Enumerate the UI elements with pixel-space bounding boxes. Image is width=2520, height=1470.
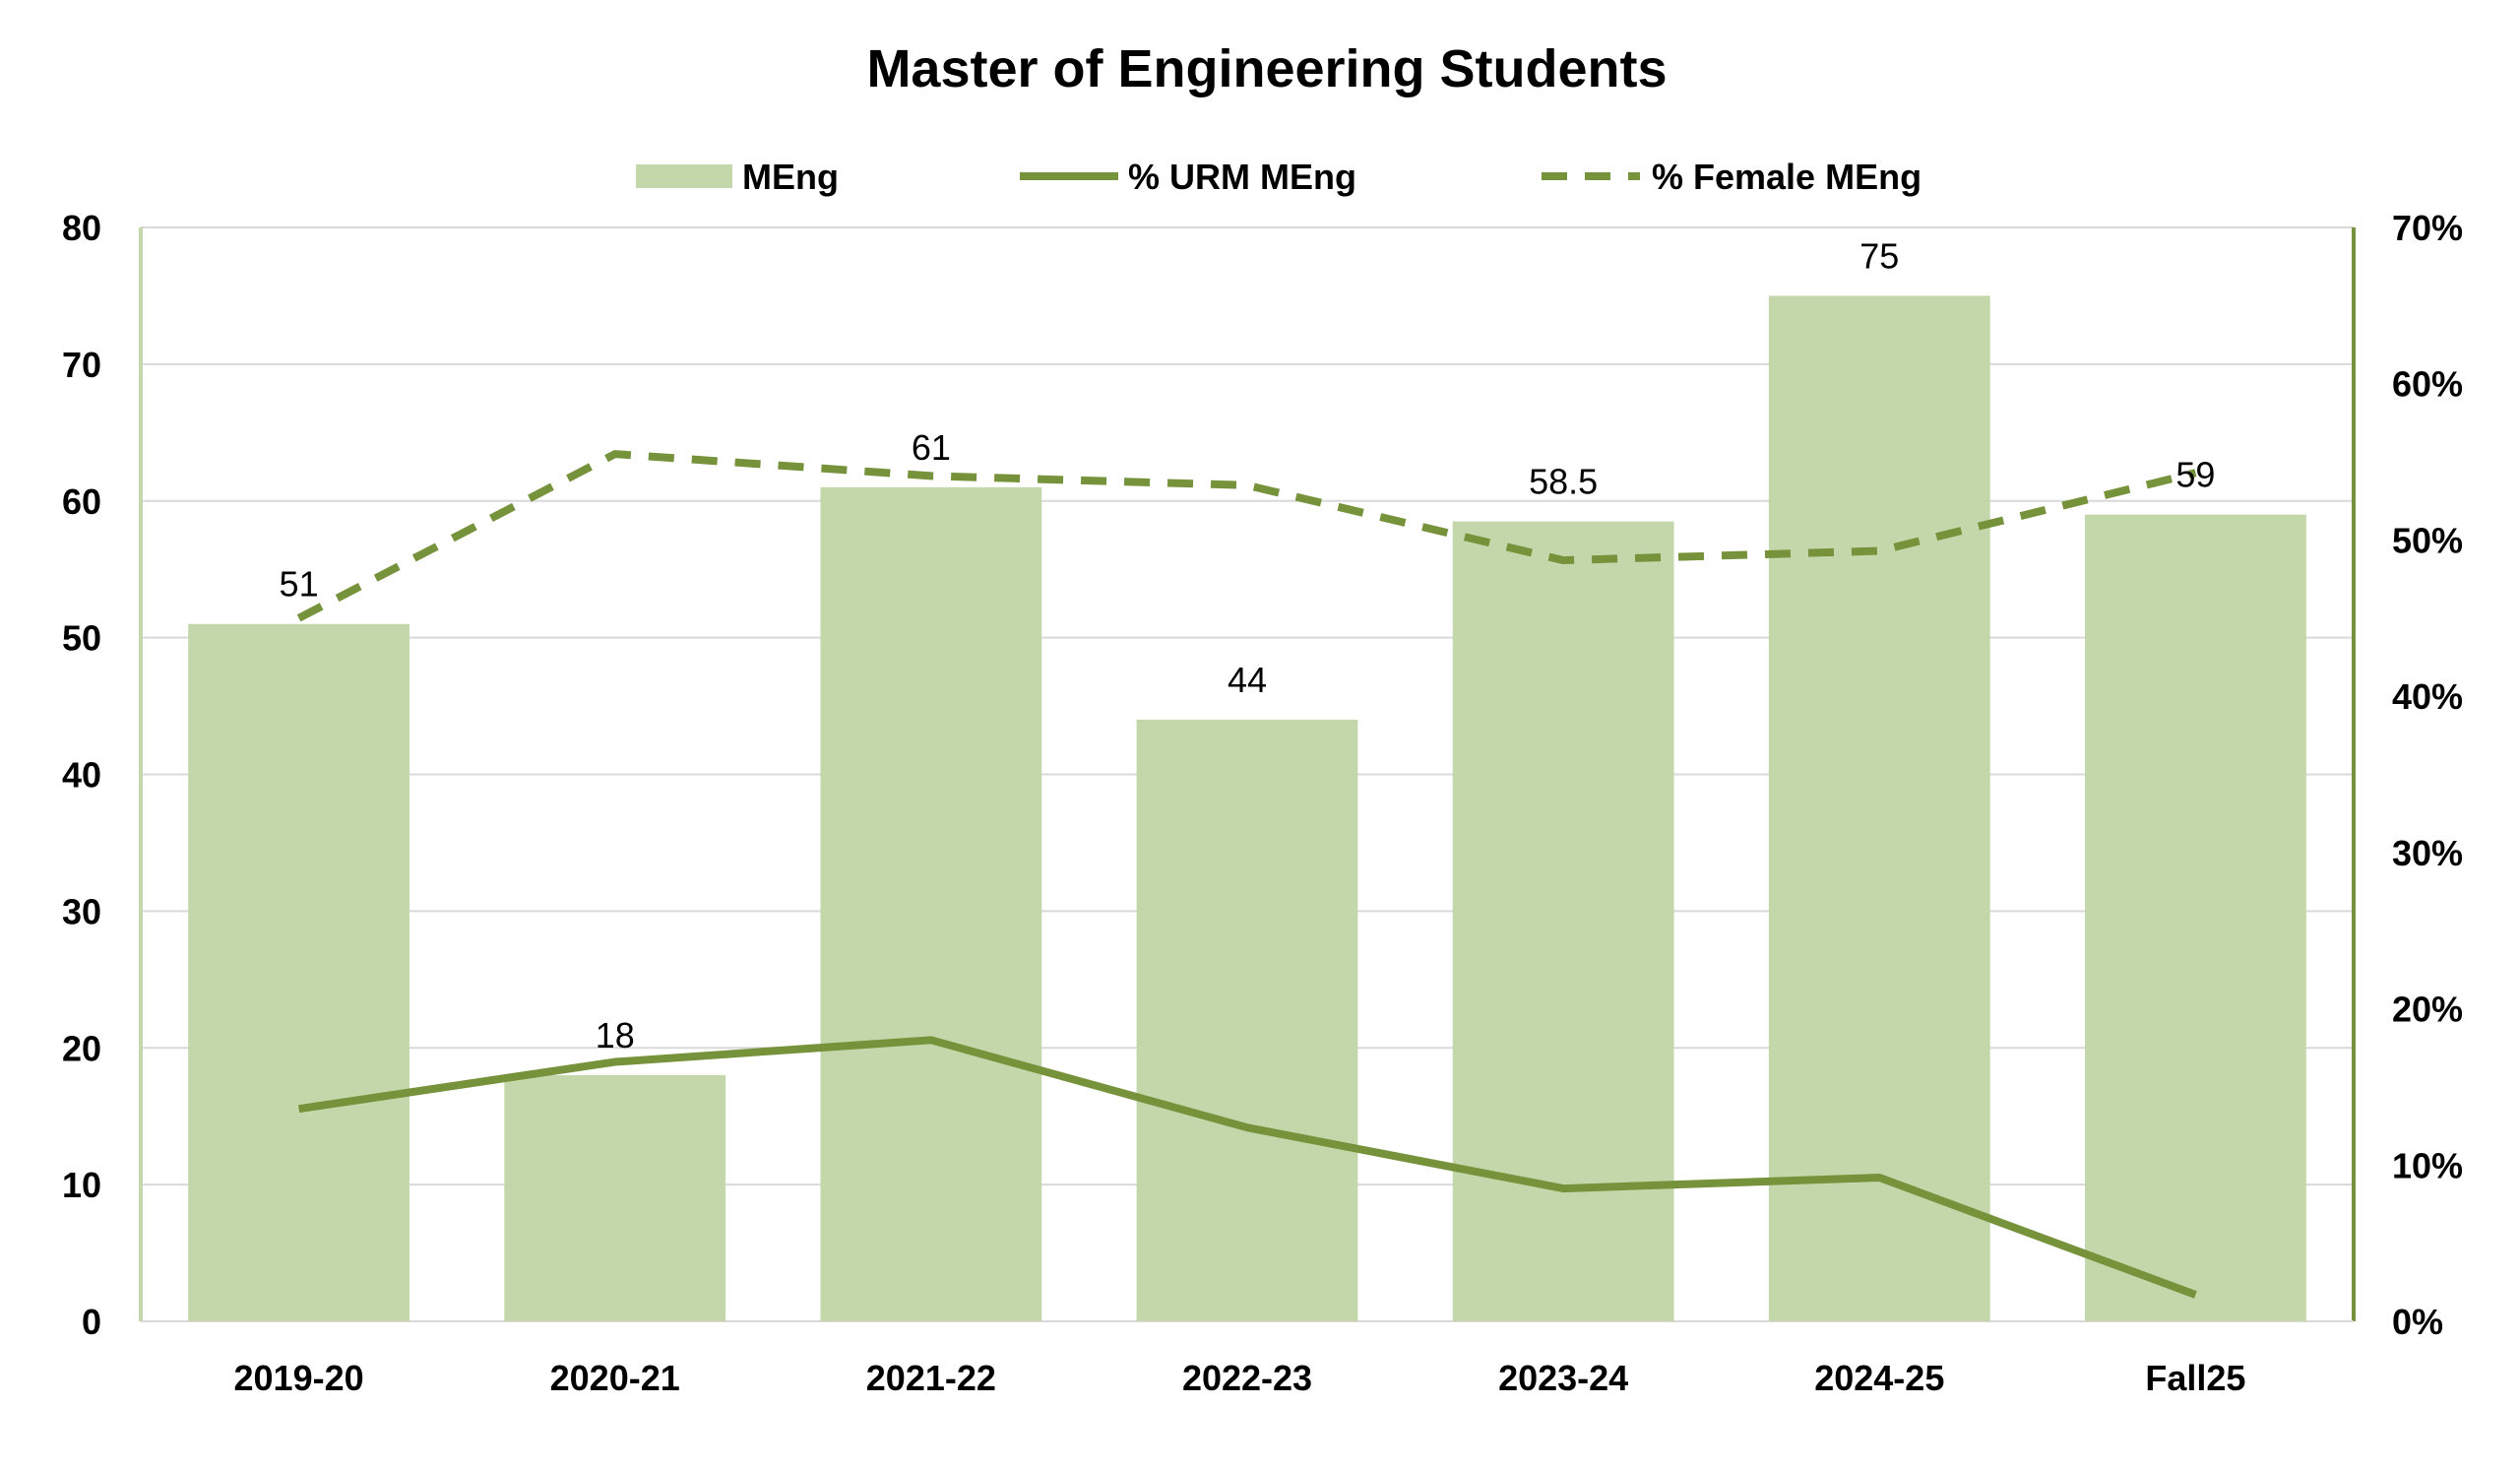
labels: 0 10 20 30 40 50 60 70 80 0% 10% 20% 30% 40% 50% 60% 70%…	[62, 208, 2463, 1398]
y2-tick-label: 40%	[2392, 676, 2463, 717]
y-tick-label: 60	[62, 481, 101, 522]
urm-line	[297, 1036, 2197, 1299]
y2-tick-label: 20%	[2392, 990, 2463, 1030]
x-tick-label: 2020-21	[550, 1358, 680, 1398]
x-tick-label: 2021-22	[866, 1358, 996, 1398]
bar	[2085, 514, 2306, 1321]
bar	[1768, 295, 1990, 1321]
bar	[820, 486, 1042, 1321]
y2-tick-label: 60%	[2392, 364, 2463, 405]
chart-title: Master of Engineering Students	[866, 39, 1667, 98]
y-tick-label: 70	[62, 345, 101, 385]
x-tick-label: 2022-23	[1182, 1358, 1312, 1398]
female-line	[296, 450, 2197, 622]
legend-label: % Female MEng	[1652, 157, 1922, 197]
y-tick-label: 0	[82, 1302, 101, 1342]
y-tick-label: 10	[62, 1165, 101, 1205]
x-tick-label: 2019-20	[234, 1358, 364, 1398]
data-label: 51	[280, 564, 319, 605]
bar	[504, 1075, 726, 1321]
data-label: 58.5	[1529, 462, 1598, 502]
bar	[188, 623, 410, 1321]
y2-tick-label: 70%	[2392, 208, 2463, 248]
bars	[188, 295, 2306, 1321]
data-label: 61	[912, 427, 951, 468]
data-label: 44	[1228, 660, 1267, 700]
y2-tick-label: 0%	[2392, 1302, 2443, 1342]
legend-swatch-bar	[636, 164, 732, 188]
x-tick-label: 2024-25	[1814, 1358, 1944, 1398]
y-tick-label: 20	[62, 1028, 101, 1068]
y2-tick-label: 10%	[2392, 1145, 2463, 1185]
legend-label: MEng	[742, 157, 839, 197]
x-tick-label: 2023-24	[1498, 1358, 1628, 1398]
y2-tick-label: 30%	[2392, 833, 2463, 873]
y2-tick-label: 50%	[2392, 520, 2463, 560]
x-tick-label: Fall25	[2145, 1358, 2245, 1398]
bar	[1136, 719, 1358, 1321]
lines	[296, 450, 2197, 1299]
data-label: 59	[2175, 455, 2215, 495]
y-tick-label: 30	[62, 891, 101, 931]
data-label: 18	[596, 1015, 635, 1055]
bar	[1452, 521, 1674, 1321]
y-tick-label: 40	[62, 755, 101, 796]
data-label: 75	[1859, 235, 1899, 276]
legend: MEng % URM MEng % Female MEng	[636, 157, 1922, 197]
legend-label: % URM MEng	[1128, 157, 1356, 197]
y-tick-label: 50	[62, 618, 101, 659]
y-tick-label: 80	[62, 208, 101, 248]
